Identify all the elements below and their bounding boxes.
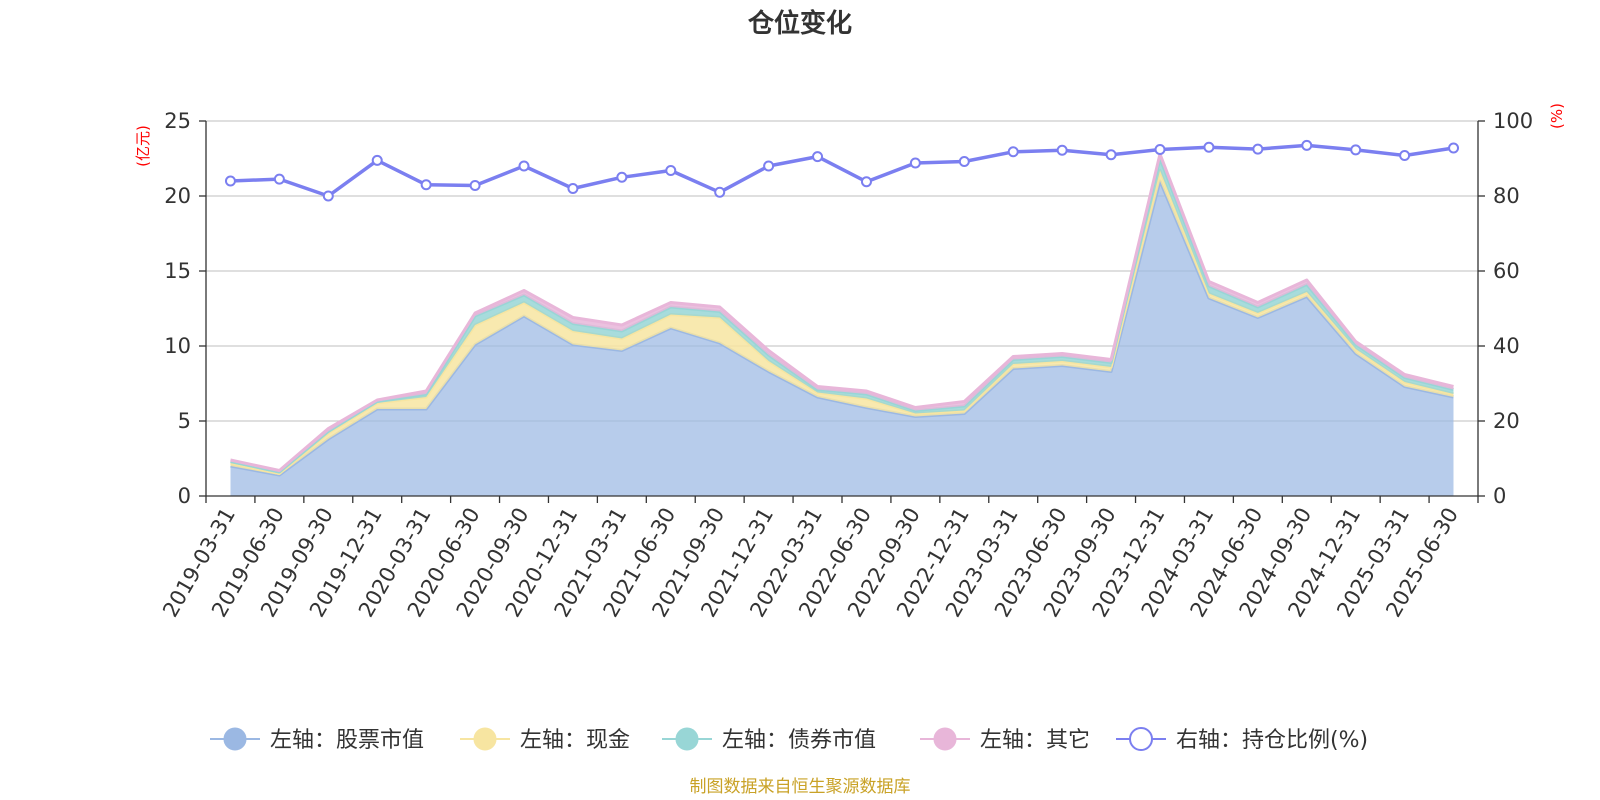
data-source-note: 制图数据来自恒生聚源数据库 — [690, 777, 911, 797]
ratio-point — [273, 173, 285, 185]
legend-label: 左轴：现金 — [520, 728, 630, 753]
legend-label: 左轴：债券市值 — [722, 728, 876, 753]
left-tick-label: 10 — [164, 334, 191, 358]
ratio-point — [1154, 144, 1166, 155]
ratio-point — [958, 156, 970, 167]
right-tick-label: 100 — [1493, 109, 1533, 133]
left-tick-label: 25 — [164, 109, 191, 133]
ratio-point — [420, 179, 432, 191]
legend-marker — [933, 727, 957, 751]
right-tick-label: 40 — [1493, 334, 1520, 358]
ratio-point — [1301, 139, 1313, 151]
ratio-point — [1252, 143, 1264, 155]
left-tick-label: 5 — [178, 409, 191, 433]
ratio-point — [1056, 144, 1068, 156]
ratio-point — [224, 175, 236, 187]
ratio-point — [1350, 144, 1362, 156]
right-tick-label: 60 — [1493, 259, 1520, 283]
left-tick-label: 15 — [164, 259, 191, 283]
legend-marker — [473, 727, 497, 751]
right-axis-unit: (%) — [1548, 103, 1566, 129]
ratio-point — [763, 160, 775, 172]
ratio-point — [616, 171, 628, 183]
ratio-point — [567, 183, 579, 194]
legend-label: 左轴：股票市值 — [270, 728, 424, 753]
stacked-areas — [230, 152, 1454, 496]
ratio-point — [1203, 141, 1215, 153]
ratio-point — [469, 180, 481, 191]
legend-item-3[interactable]: 左轴：债券市值 — [662, 727, 876, 753]
legend-item-1[interactable]: 左轴：股票市值 — [210, 727, 424, 753]
left-axis-unit: (亿元) — [134, 125, 152, 167]
ratio-point — [1105, 149, 1117, 161]
ratio-point — [1399, 150, 1411, 161]
ratio-point — [518, 160, 530, 172]
ratio-point — [665, 165, 677, 176]
ratio-point — [1007, 146, 1019, 158]
legend-marker — [675, 727, 699, 751]
legend-item-5[interactable]: 右轴：持仓比例(%) — [1116, 727, 1368, 753]
legend-marker — [1129, 727, 1153, 751]
legend-item-2[interactable]: 左轴：现金 — [460, 727, 630, 753]
ratio-point — [860, 176, 872, 188]
ratio-line-path — [230, 143, 1454, 198]
area-series-1 — [230, 181, 1454, 496]
legend-label: 左轴：其它 — [980, 728, 1090, 753]
legend-label: 右轴：持仓比例(%) — [1176, 728, 1368, 753]
right-tick-label: 80 — [1493, 184, 1520, 208]
legend[interactable]: 左轴：股票市值 左轴：现金 左轴：债券市值 左轴：其它 右轴：持仓比例(%) — [210, 727, 1368, 753]
right-tick-label: 20 — [1493, 409, 1520, 433]
right-tick-label: 0 — [1493, 484, 1506, 508]
ratio-point — [322, 190, 334, 202]
ratio-point — [1448, 142, 1460, 154]
ratio-line-series — [224, 139, 1460, 202]
left-tick-label: 0 — [178, 484, 191, 508]
left-tick-label: 20 — [164, 184, 191, 208]
legend-item-4[interactable]: 左轴：其它 — [920, 727, 1090, 753]
legend-marker — [223, 727, 247, 751]
ratio-point — [371, 154, 383, 166]
ratio-point — [714, 186, 726, 198]
ratio-point — [909, 157, 921, 169]
chart-title: 仓位变化 — [747, 8, 852, 39]
area-series-4-edge — [230, 152, 1454, 472]
ratio-point — [812, 151, 824, 163]
